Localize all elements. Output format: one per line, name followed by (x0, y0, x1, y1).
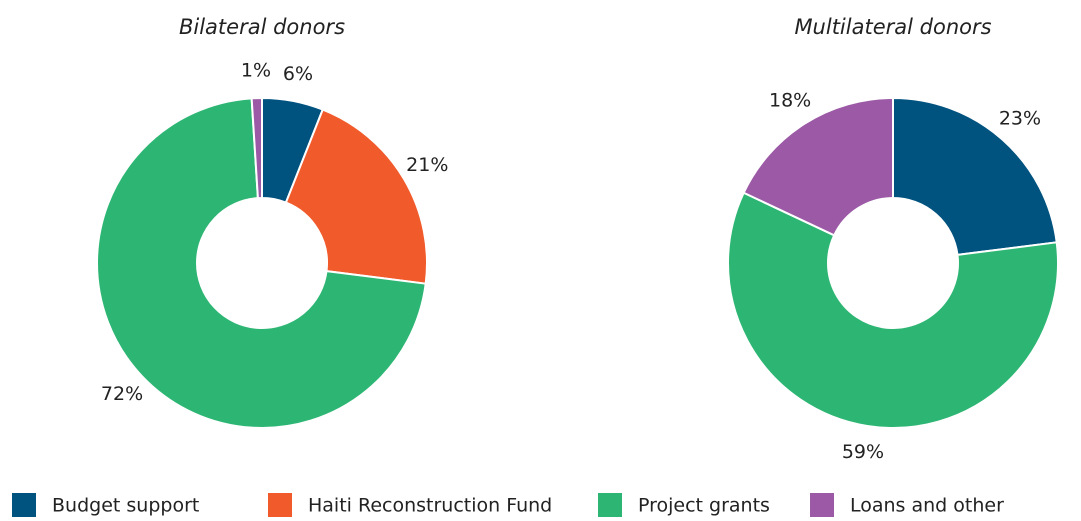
legend-label: Budget support (52, 495, 199, 517)
data-label: 72% (101, 383, 143, 405)
legend-label: Haiti Reconstruction Fund (308, 495, 552, 517)
chart-title: Bilateral donors (179, 15, 345, 39)
data-label: 23% (999, 107, 1041, 129)
donut-slice (727, 191, 1060, 429)
legend-swatch (268, 493, 292, 517)
chart-title: Multilateral donors (794, 15, 991, 39)
data-label: 18% (769, 89, 811, 111)
legend-label: Loans and other (850, 495, 1004, 517)
donut-slice (250, 96, 263, 200)
data-label: 21% (406, 154, 448, 176)
donut-slice (284, 108, 428, 285)
data-label: 6% (283, 63, 313, 85)
data-label: 1% (241, 60, 271, 82)
legend-swatch (12, 493, 36, 517)
legend-label: Project grants (638, 495, 770, 517)
donut-slice (892, 96, 1058, 256)
donut-slice (742, 96, 894, 237)
donut-slice (96, 97, 427, 429)
data-label: 59% (842, 441, 884, 463)
legend-swatch (598, 493, 622, 517)
legend-swatch (810, 493, 834, 517)
